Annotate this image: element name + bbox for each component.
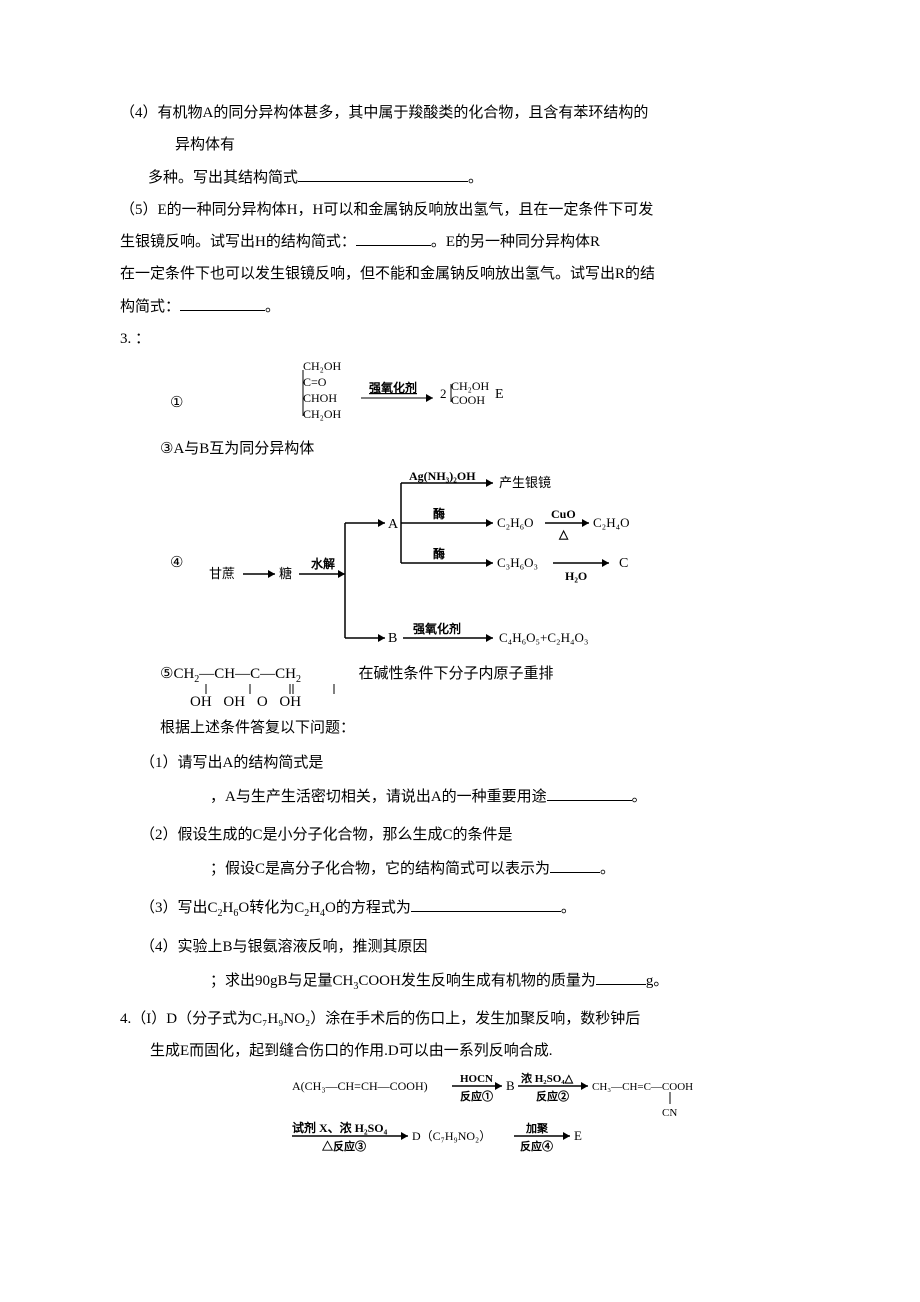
circled-5-line1: ⑤CH2—CH—C—CH2 在碱性条件下分子内原子重排 bbox=[160, 662, 554, 688]
svg-text:酶: 酶 bbox=[433, 546, 445, 561]
p3-q2b-wrap: ；假设C是高分子化合物，它的结构简式可以表示为 。 bbox=[120, 856, 800, 882]
svg-text:D（C₇H₉NO₂）: D（C₇H₉NO₂） bbox=[412, 1129, 491, 1143]
p3-q3d: H bbox=[309, 900, 320, 916]
c5-b: —CH—C—CH bbox=[199, 666, 296, 682]
q5-line1: （5）E的一种同分异构体H，H可以和金属钠反响放出氢气，且在一定条件下可发 bbox=[120, 197, 800, 223]
p3-q2c: 。 bbox=[600, 861, 615, 877]
svg-text:糖: 糖 bbox=[279, 566, 292, 581]
q5-line4b: 。 bbox=[265, 299, 280, 315]
fig-flowchart-4: 甘蔗 糖 水解 A Ag(NH₃)₂OH 产生银镜 酶 C₂H₆O CuO △ bbox=[193, 468, 673, 658]
svg-text:A: A bbox=[388, 517, 399, 532]
svg-text:酶: 酶 bbox=[433, 506, 445, 521]
q5-line2a: 生银镜反响。试写出H的结构简式： bbox=[120, 234, 356, 250]
svg-text:CH₂OH: CH₂OH bbox=[303, 407, 342, 421]
p3-q4c: COOH发生反响生成有机物的质量为 bbox=[358, 973, 596, 989]
svg-text:浓 H₂SO₄△: 浓 H₂SO₄△ bbox=[521, 1071, 574, 1085]
svg-text:产生银镜: 产生银镜 bbox=[499, 475, 551, 490]
circled-5-line2: OH OH O OH bbox=[160, 694, 554, 711]
svg-text:△反应③: △反应③ bbox=[321, 1139, 366, 1153]
svg-text:C₂H₆O: C₂H₆O bbox=[497, 515, 534, 530]
c5-tail: 在碱性条件下分子内原子重排 bbox=[358, 666, 553, 682]
blank bbox=[596, 984, 646, 985]
svg-text:反应④: 反应④ bbox=[520, 1139, 553, 1153]
blank bbox=[547, 800, 632, 801]
svg-text:CHOH: CHOH bbox=[303, 391, 337, 405]
p3-head: 3. ： bbox=[120, 326, 800, 352]
q5-line4: 构简式： 。 bbox=[120, 294, 800, 320]
p4-line2: 生成E而固化，起到缝合伤口的作用.D可以由一系列反响合成. bbox=[120, 1038, 800, 1064]
p3-q4a: （4）实验上B与银氨溶液反响，推测其原因 bbox=[120, 934, 800, 960]
svg-text:CN: CN bbox=[662, 1107, 677, 1119]
svg-text:C₃H₆O₃: C₃H₆O₃ bbox=[497, 555, 538, 570]
fig-bottom-synthesis: A(CH₃—CH=CH—COOH) HOCN 反应① B 浓 H₂SO₄△ 反应… bbox=[292, 1070, 772, 1160]
c5-a: ⑤CH bbox=[160, 666, 194, 682]
p3-q1b-wrap: ，A与生产生活密切相关，请说出A的一种重要用途 。 bbox=[120, 784, 800, 810]
p4-line1: 4.（I）D（分子式为C₇H₉NO₂）涂在手术后的伤口上，发生加聚反响，数秒钟后 bbox=[120, 1006, 800, 1032]
q4-line2b: 。 bbox=[468, 170, 483, 186]
svg-text:HOCN: HOCN bbox=[460, 1073, 493, 1085]
svg-text:C₄H₆O₅+C₂H₄O₃: C₄H₆O₅+C₂H₄O₃ bbox=[499, 630, 588, 645]
svg-text:C₂H₄O: C₂H₄O bbox=[593, 515, 630, 530]
svg-text:COOH: COOH bbox=[451, 393, 485, 407]
svg-text:H₂O: H₂O bbox=[565, 569, 587, 583]
p3-q3f: 。 bbox=[561, 900, 576, 916]
sub: 2 bbox=[296, 674, 301, 685]
circled-1: ① bbox=[170, 358, 193, 412]
svg-text:试剂 X、浓 H₂SO₄: 试剂 X、浓 H₂SO₄ bbox=[292, 1120, 388, 1135]
p3-q2b: ；假设C是高分子化合物，它的结构简式可以表示为 bbox=[210, 861, 550, 877]
q4-line1a: （4）有机物A的同分异构体甚多，其中属于羧酸类的化合物，且含有苯环结构的 bbox=[120, 100, 800, 126]
svg-text:C=O: C=O bbox=[303, 375, 327, 389]
blank bbox=[298, 181, 468, 182]
p3-q1a: （1）请写出A的结构简式是 bbox=[120, 750, 800, 776]
svg-text:强氧化剂: 强氧化剂 bbox=[369, 380, 417, 395]
svg-text:反应①: 反应① bbox=[460, 1089, 493, 1103]
blank bbox=[411, 911, 561, 912]
svg-text:水解: 水解 bbox=[311, 556, 335, 571]
p3-q4b-wrap: ；求出90gB与足量CH3COOH发生反响生成有机物的质量为g。 bbox=[120, 968, 800, 996]
q5-line4a: 构简式： bbox=[120, 299, 180, 315]
p3-q1c: 。 bbox=[632, 789, 647, 805]
blank bbox=[550, 872, 600, 873]
p3-q4b: ；求出90gB与足量CH bbox=[210, 973, 353, 989]
q4-line2: 多种。写出其结构简式 。 bbox=[120, 165, 800, 191]
p3-q3e: O的方程式为 bbox=[325, 900, 411, 916]
svg-text:CH₂OH: CH₂OH bbox=[451, 379, 490, 393]
svg-text:CH₂OH: CH₂OH bbox=[303, 359, 342, 373]
q5-line2b: 。E的另一种同分异构体R bbox=[431, 234, 600, 250]
p3-q3c: O转化为C bbox=[238, 900, 304, 916]
svg-text:反应②: 反应② bbox=[536, 1089, 569, 1103]
svg-text:B: B bbox=[388, 631, 397, 646]
svg-text:△: △ bbox=[558, 527, 569, 541]
fig-reaction-1: CH₂OH C=O CHOH CH₂OH 强氧化剂 2 CH₂OH COOH E bbox=[193, 358, 543, 436]
svg-text:甘蔗: 甘蔗 bbox=[209, 566, 235, 581]
p3-q4d: g。 bbox=[646, 973, 669, 989]
p3-q3a: （3）写出C bbox=[140, 900, 218, 916]
svg-text:2: 2 bbox=[440, 386, 447, 401]
p3-intro: 根据上述条件答复以下问题： bbox=[120, 715, 800, 741]
svg-text:CH₃—CH=C—COOH: CH₃—CH=C—COOH bbox=[592, 1081, 693, 1093]
svg-text:E: E bbox=[574, 1128, 582, 1143]
p3-q1b: ，A与生产生活密切相关，请说出A的一种重要用途 bbox=[210, 789, 547, 805]
blank bbox=[180, 310, 265, 311]
q4-line1b: 异构体有 bbox=[120, 132, 800, 158]
p3-q2a: （2）假设生成的C是小分子化合物，那么生成C的条件是 bbox=[120, 822, 800, 848]
circled-3: ③A与B互为同分异构体 bbox=[120, 436, 800, 462]
q5-line2: 生银镜反响。试写出H的结构简式： 。E的另一种同分异构体R bbox=[120, 229, 800, 255]
q4-line2a: 多种。写出其结构简式 bbox=[148, 170, 298, 186]
svg-text:加聚: 加聚 bbox=[525, 1121, 549, 1135]
svg-text:CuO: CuO bbox=[551, 507, 576, 521]
svg-text:强氧化剂: 强氧化剂 bbox=[413, 621, 461, 636]
circled-4: ④ bbox=[170, 468, 193, 572]
p3-q3b: H bbox=[223, 900, 234, 916]
svg-text:C: C bbox=[619, 556, 628, 571]
svg-text:E: E bbox=[495, 387, 504, 402]
svg-text:Ag(NH₃)₂OH: Ag(NH₃)₂OH bbox=[409, 469, 476, 483]
p3-q3: （3）写出C2H6O转化为C2H4O的方程式为。 bbox=[120, 895, 800, 923]
svg-text:A(CH₃—CH=CH—COOH): A(CH₃—CH=CH—COOH) bbox=[292, 1079, 428, 1093]
svg-text:B: B bbox=[506, 1078, 515, 1093]
blank bbox=[356, 245, 431, 246]
q5-line3: 在一定条件下也可以发生银镜反响，但不能和金属钠反响放出氢气。试写出R的结 bbox=[120, 261, 800, 287]
